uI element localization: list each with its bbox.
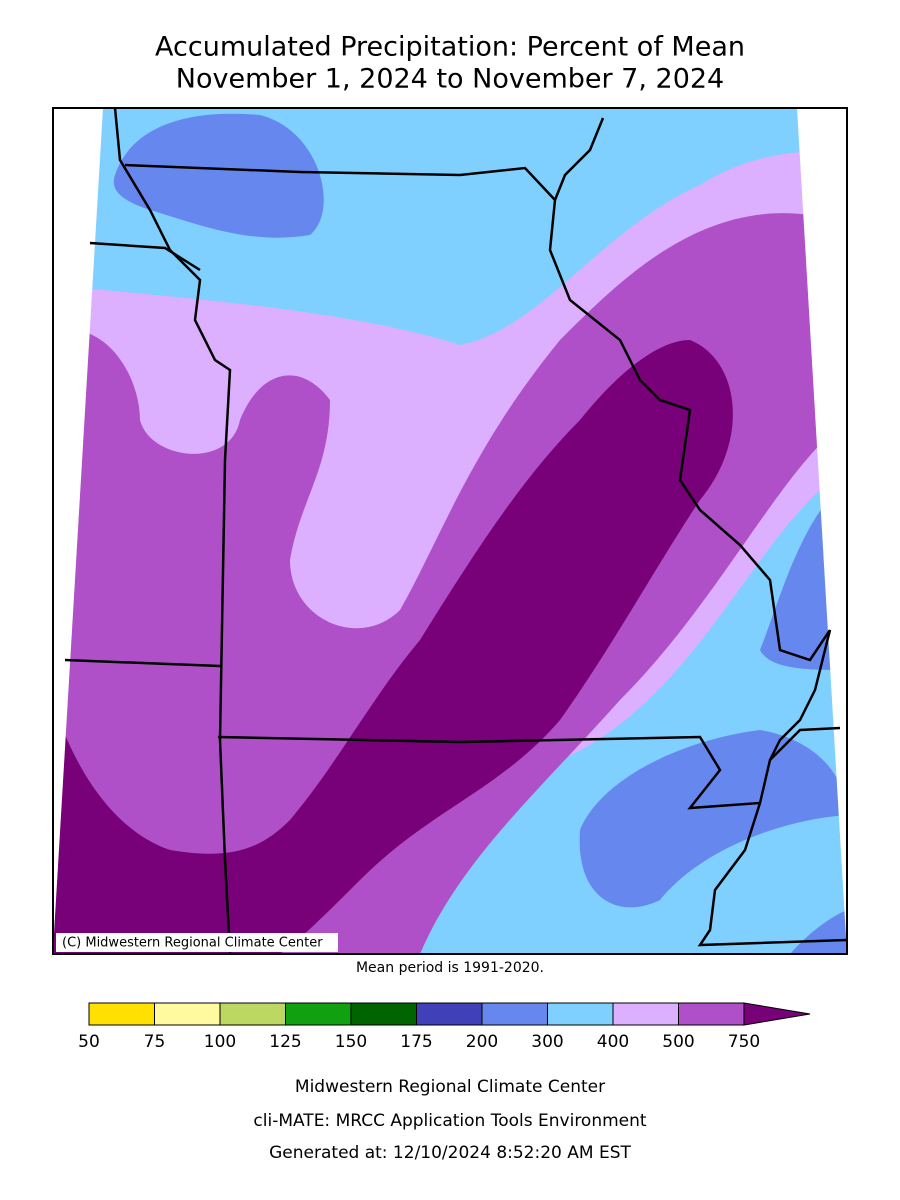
footer-line: Generated at: 12/10/2024 8:52:20 AM EST [269, 1143, 631, 1163]
map-frame [52, 107, 848, 955]
legend-tick-label: 400 [597, 1032, 629, 1052]
legend-swatch [154, 1002, 221, 1026]
copyright: (C) Midwestern Regional Climate Center [62, 936, 323, 951]
legend-swatch [350, 1002, 417, 1026]
legend-swatch [285, 1002, 352, 1026]
map [53, 108, 847, 954]
legend-arrow [743, 1002, 811, 1026]
legend-swatch [481, 1002, 548, 1026]
region-above-750 [53, 340, 733, 954]
region-300 [579, 730, 847, 908]
legend-swatch [416, 1002, 483, 1026]
legend-swatch [678, 1002, 745, 1026]
region-300 [113, 113, 324, 238]
legend-tick-label: 125 [269, 1032, 301, 1052]
title-line: November 1, 2024 to November 7, 2024 [176, 64, 724, 95]
legend-swatch [547, 1002, 614, 1026]
legend-tick-label: 750 [728, 1032, 760, 1052]
state-line [89, 241, 201, 272]
legend-swatch [219, 1002, 286, 1026]
legend-tick-label: 500 [662, 1032, 694, 1052]
legend-tick-label: 50 [78, 1032, 100, 1052]
legend-tick-label: 175 [400, 1032, 432, 1052]
outside [53, 108, 103, 950]
state-line [768, 629, 832, 761]
legend-tick-label: 300 [531, 1032, 563, 1052]
state-line [697, 802, 847, 947]
copyright-box [56, 933, 338, 952]
region-300 [790, 910, 847, 954]
state-line [553, 117, 605, 201]
mean-period: Mean period is 1991-2020. [356, 960, 544, 976]
legend-swatch [612, 1002, 679, 1026]
state-line [217, 726, 841, 810]
footer-line: cli-MATE: MRCC Application Tools Environ… [253, 1111, 646, 1131]
legend-tick-label: 150 [335, 1032, 367, 1052]
title-line: Accumulated Precipitation: Percent of Me… [155, 32, 745, 63]
legend-tick-label: 100 [204, 1032, 236, 1052]
legend-tick-label: 75 [144, 1032, 166, 1052]
state-line [124, 163, 832, 662]
footer-line: Midwestern Regional Climate Center [295, 1077, 605, 1097]
state-line [113, 108, 232, 954]
state-line [64, 658, 221, 668]
legend: 50 75 100 125 150 175 200 300 400 500 750 [78, 1002, 811, 1052]
outside [797, 108, 847, 954]
legend-swatch [88, 1002, 155, 1026]
legend-tick-label: 200 [466, 1032, 498, 1052]
